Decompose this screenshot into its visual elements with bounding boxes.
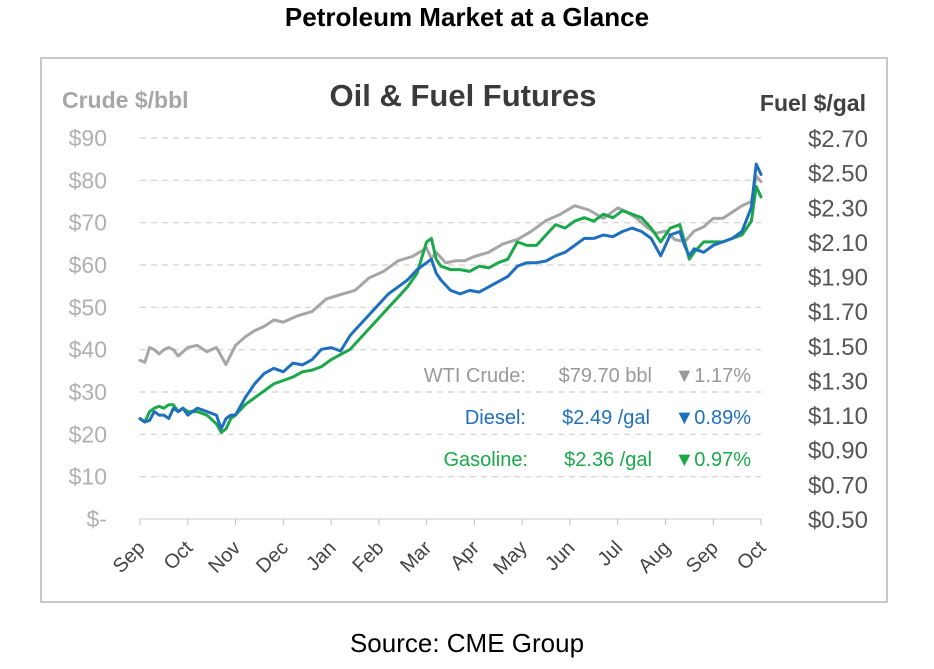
x-tick-label: Aug: [634, 537, 675, 578]
x-tick-label: Dec: [252, 537, 293, 578]
wti-annotation-label: WTI Crude:: [424, 365, 526, 387]
left-tick-label: $50: [69, 294, 107, 320]
x-tick-label: May: [489, 537, 531, 579]
right-tick-label: $2.30: [808, 195, 868, 222]
diesel-annotation-value: $2.49 /gal: [562, 407, 650, 429]
chart-panel: [40, 57, 888, 603]
right-tick-label: $0.50: [808, 507, 868, 534]
x-tick-label: Oct: [160, 537, 198, 575]
right-tick-label: $1.30: [808, 368, 868, 395]
left-tick-label: $60: [69, 252, 107, 278]
x-tick-label: Sep: [109, 537, 150, 578]
x-tick-label: Apr: [446, 537, 484, 575]
right-tick-label: $1.90: [808, 265, 868, 292]
x-tick-label: Oct: [733, 537, 771, 575]
x-tick-label: Sep: [682, 537, 723, 578]
x-tick-label: Mar: [396, 537, 436, 577]
right-tick-label: $2.70: [808, 126, 868, 153]
gasoline-annotation-change: ▼0.97%: [674, 449, 751, 471]
x-tick-label: Jun: [541, 537, 579, 575]
gasoline-line: [138, 185, 763, 434]
right-tick-label: $2.50: [808, 161, 868, 188]
page-title: Petroleum Market at a Glance: [284, 2, 650, 32]
x-tick-label: Feb: [348, 537, 388, 577]
left-tick-label: $-: [87, 506, 107, 532]
right-tick-label: $1.10: [808, 403, 868, 430]
left-axis-title: Crude $/bbl: [62, 87, 189, 113]
gasoline-annotation-label: Gasoline:: [444, 449, 529, 471]
right-tick-label: $1.70: [808, 299, 868, 326]
left-tick-label: $80: [69, 167, 107, 193]
diesel-line: [138, 162, 763, 431]
right-tick-label: $0.70: [808, 472, 868, 499]
wti-annotation-change: ▼1.17%: [674, 365, 751, 387]
diesel-annotation-label: Diesel:: [465, 407, 526, 429]
gasoline-annotation-value: $2.36 /gal: [564, 449, 652, 471]
x-tick-label: Jan: [302, 537, 340, 575]
x-tick-label: Jul: [594, 537, 628, 571]
left-tick-label: $40: [69, 337, 107, 363]
diesel-annotation-change: ▼0.89%: [674, 407, 751, 429]
left-tick-label: $30: [69, 379, 107, 405]
right-tick-label: $2.10: [808, 230, 868, 257]
x-tick-label: Nov: [204, 537, 245, 578]
left-tick-label: $20: [69, 421, 107, 447]
wti-annotation-value: $79.70 bbl: [559, 365, 652, 387]
source-note: Source: CME Group: [349, 628, 585, 658]
left-tick-label: $90: [69, 125, 107, 151]
chart-title: Oil & Fuel Futures: [330, 78, 597, 113]
right-tick-label: $0.90: [808, 438, 868, 465]
right-axis-title: Fuel $/gal: [760, 90, 866, 116]
left-tick-label: $10: [69, 464, 107, 490]
right-tick-label: $1.50: [808, 334, 868, 361]
left-tick-label: $70: [69, 210, 107, 236]
